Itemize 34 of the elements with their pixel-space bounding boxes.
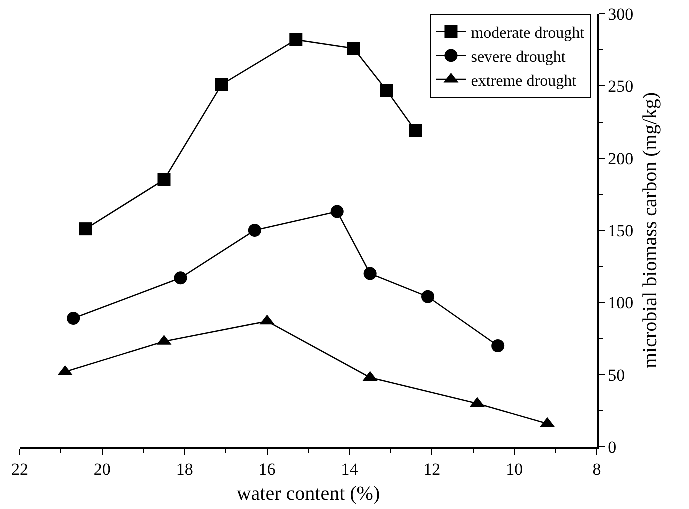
point — [380, 84, 394, 97]
x-tick-label: 16 — [258, 460, 276, 480]
point — [364, 267, 377, 280]
x-tick-label: 8 — [592, 460, 602, 480]
legend-label: moderate drought — [471, 25, 586, 42]
y-tick-label: 50 — [608, 366, 626, 385]
point — [248, 224, 262, 237]
point — [409, 124, 422, 138]
point — [347, 42, 360, 56]
point — [215, 78, 228, 92]
legend-label: severe drought — [471, 48, 566, 66]
y-tick-label: 0 — [608, 438, 617, 457]
point — [67, 312, 80, 326]
point — [158, 173, 171, 186]
y-tick-label: 150 — [608, 221, 634, 240]
x-tick-label: 12 — [424, 460, 441, 480]
x-axis-title: water content (%) — [236, 483, 380, 506]
y-tick-label: 250 — [608, 77, 634, 96]
point — [174, 272, 188, 285]
point — [492, 339, 505, 352]
x-tick-label: 14 — [341, 460, 359, 480]
point — [330, 205, 344, 218]
legend-label: extreme drought — [471, 72, 578, 90]
point — [422, 290, 435, 304]
point — [79, 222, 92, 236]
x-tick-label: 20 — [94, 460, 111, 480]
x-tick-label: 22 — [12, 460, 28, 480]
y-tick-label: 100 — [608, 294, 634, 313]
x-tick-label: 18 — [176, 460, 194, 480]
x-tick-label: 10 — [506, 460, 524, 480]
y-tick-label: 200 — [608, 149, 634, 168]
y-axis-title: microbial biomass carbon (mg/kg) — [640, 92, 662, 369]
point — [290, 33, 303, 46]
y-tick-label: 300 — [608, 4, 634, 24]
